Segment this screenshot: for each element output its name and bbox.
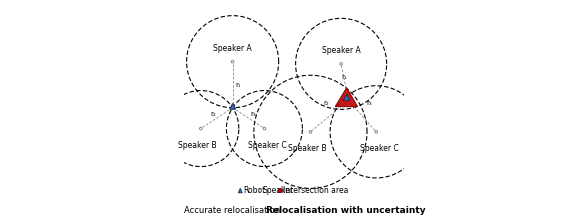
Text: Speaker C: Speaker C bbox=[248, 141, 287, 150]
Polygon shape bbox=[238, 188, 242, 193]
Text: Speaker C: Speaker C bbox=[360, 144, 399, 153]
Text: Speaker B: Speaker B bbox=[178, 141, 217, 150]
Circle shape bbox=[340, 63, 342, 65]
Text: Speaker B: Speaker B bbox=[288, 144, 326, 153]
Text: r₃: r₃ bbox=[250, 111, 256, 117]
Text: Relocalisation with uncertainty: Relocalisation with uncertainty bbox=[266, 206, 425, 215]
Text: r₁: r₁ bbox=[342, 73, 348, 79]
Circle shape bbox=[259, 189, 261, 192]
Text: Speaker A: Speaker A bbox=[213, 44, 252, 53]
Text: r₁: r₁ bbox=[235, 82, 241, 88]
Circle shape bbox=[375, 131, 377, 133]
Circle shape bbox=[309, 131, 312, 133]
Text: r₂: r₂ bbox=[323, 100, 329, 106]
Circle shape bbox=[199, 127, 202, 130]
Text: Robot: Robot bbox=[243, 186, 266, 195]
Text: Speaker: Speaker bbox=[263, 186, 294, 195]
Text: Speaker A: Speaker A bbox=[322, 46, 360, 55]
Polygon shape bbox=[230, 103, 235, 109]
Text: Accurate relocalisation: Accurate relocalisation bbox=[185, 206, 280, 215]
Polygon shape bbox=[344, 94, 349, 100]
Text: r₃: r₃ bbox=[366, 100, 372, 106]
Polygon shape bbox=[335, 88, 358, 107]
Text: r₂: r₂ bbox=[210, 111, 216, 117]
Circle shape bbox=[231, 60, 234, 63]
Circle shape bbox=[263, 127, 266, 130]
Text: Intersection area: Intersection area bbox=[283, 186, 349, 195]
Circle shape bbox=[278, 189, 282, 192]
